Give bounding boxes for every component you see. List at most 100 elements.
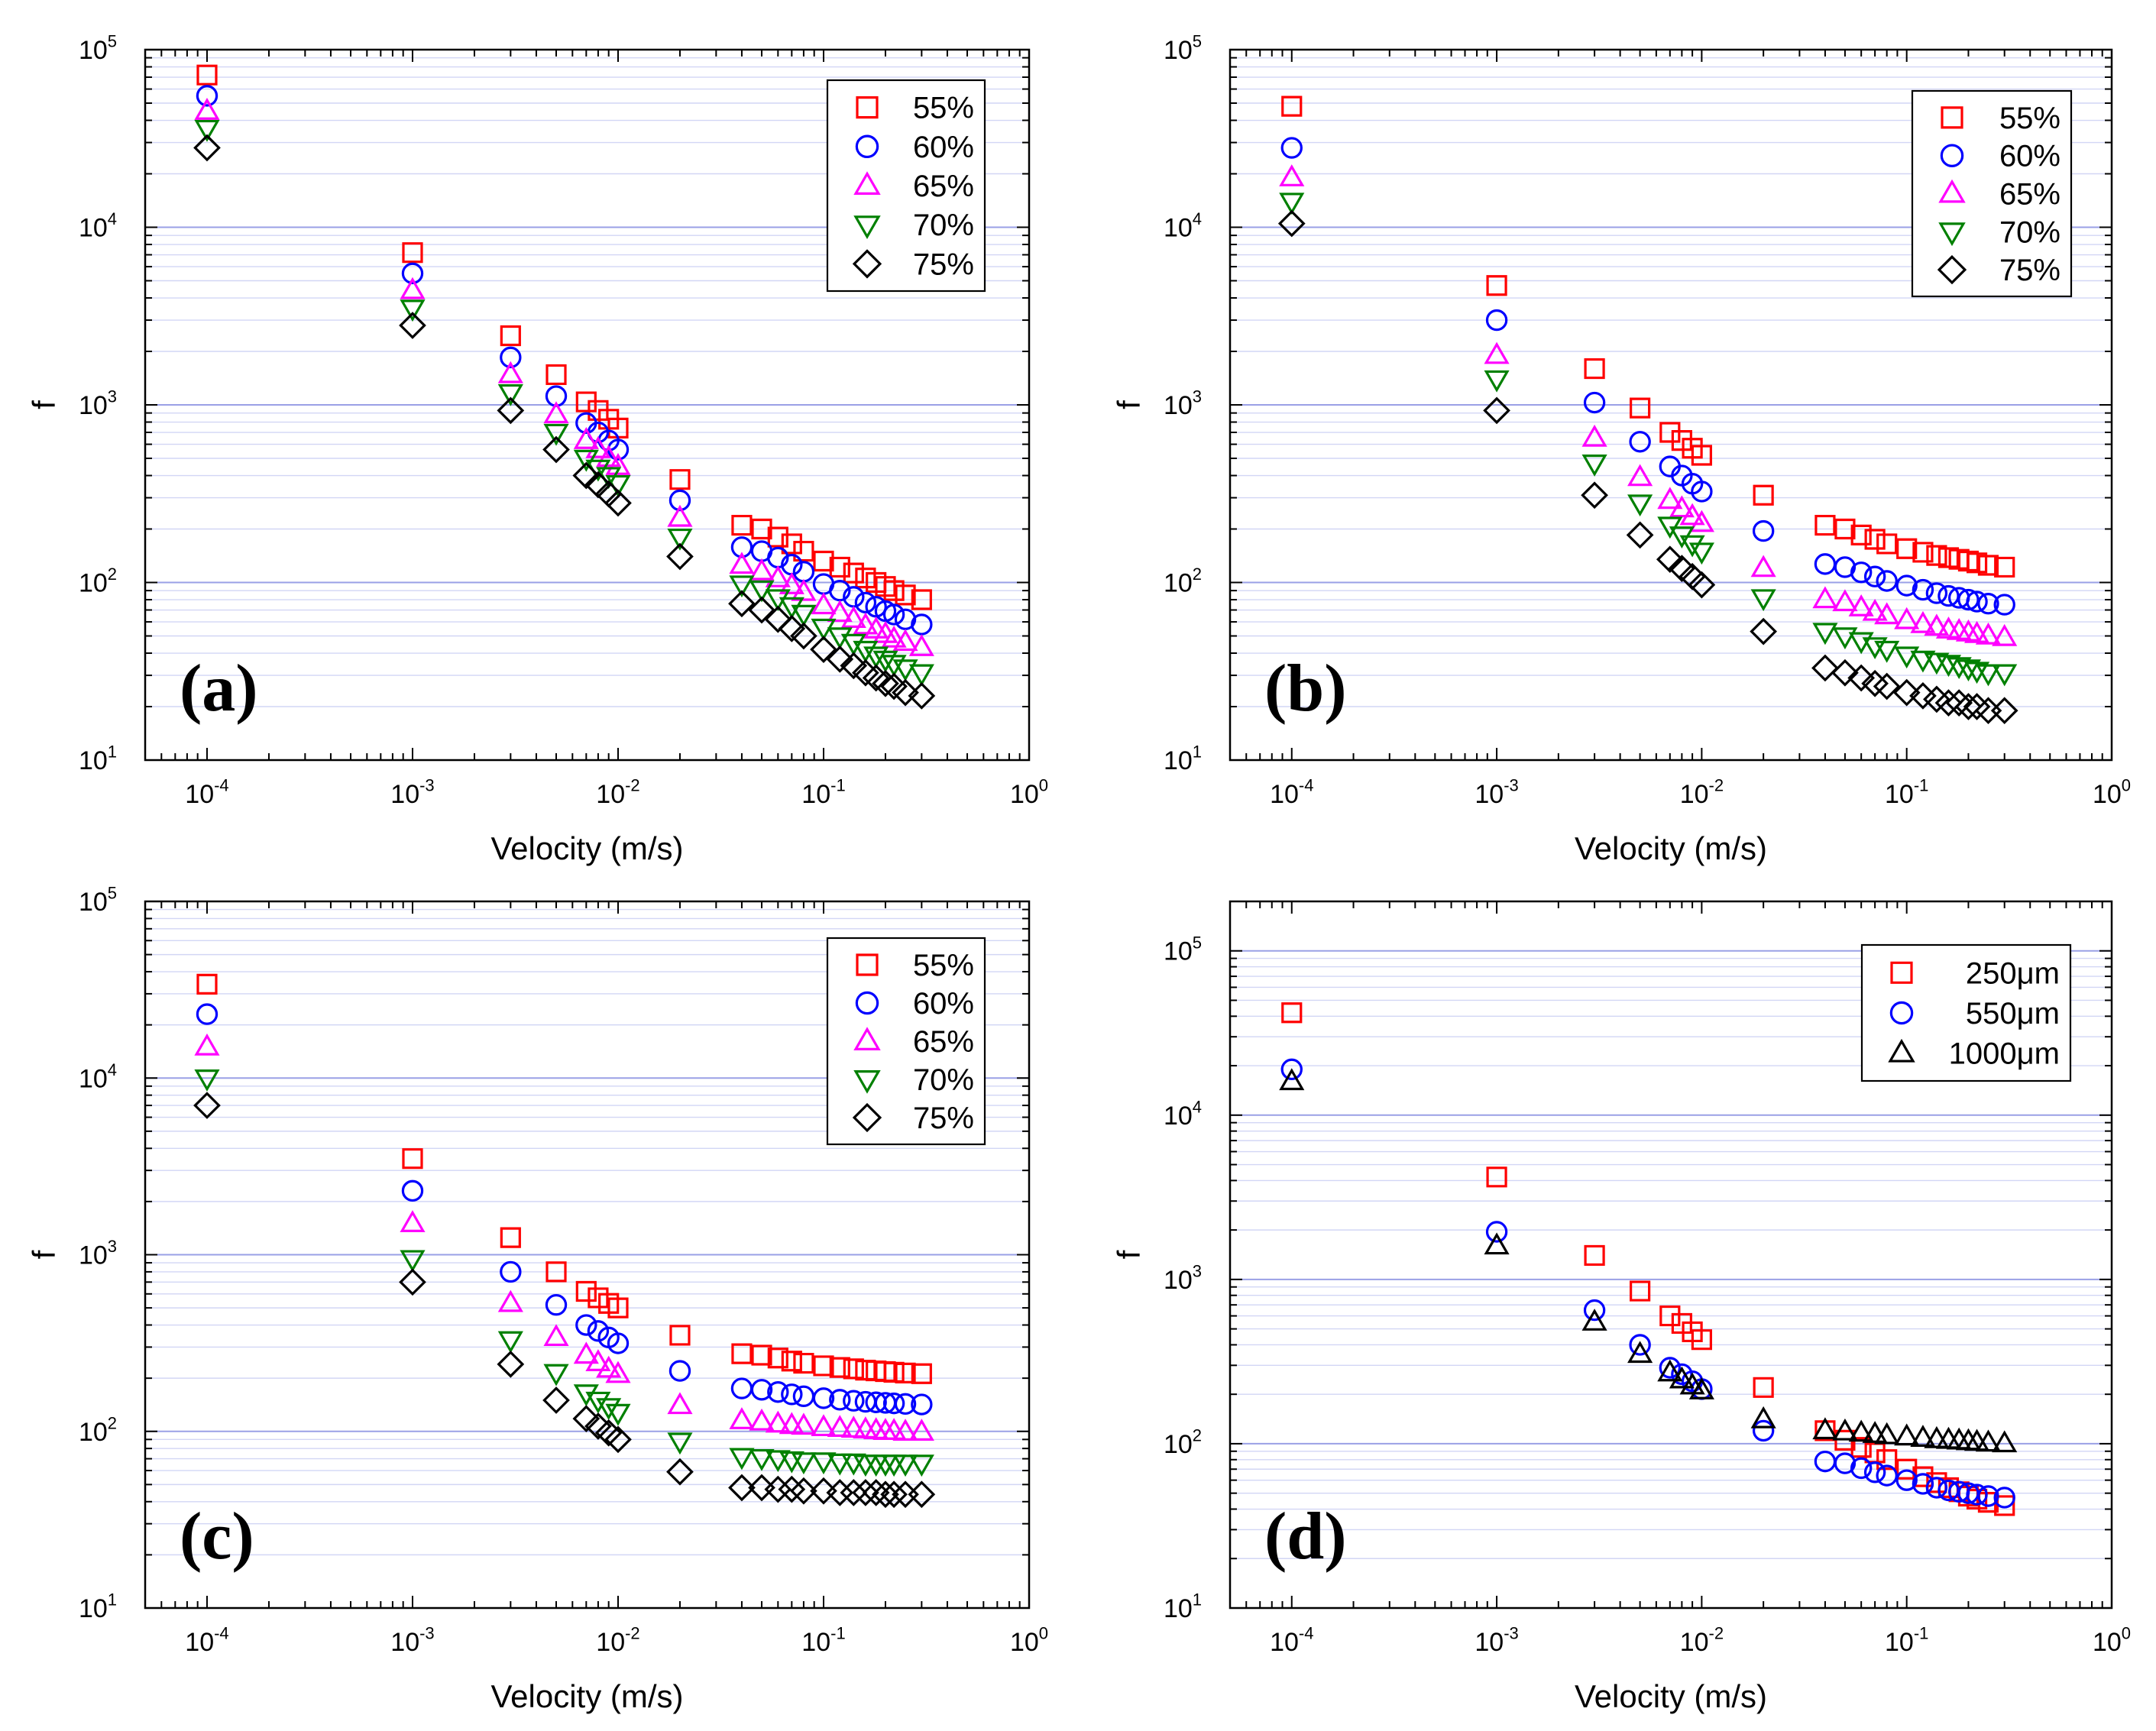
data-point <box>892 678 919 707</box>
data-point <box>854 591 877 614</box>
data-point <box>1992 664 2018 687</box>
data-point <box>1994 556 2015 578</box>
y-tick-label: 105 <box>1164 32 1202 65</box>
data-point <box>1937 584 1960 607</box>
legend-label: 65% <box>913 170 974 203</box>
data-point <box>1832 627 1858 650</box>
data-point <box>542 435 570 464</box>
x-tick-label: 10-3 <box>390 1624 434 1657</box>
data-point <box>196 1003 219 1025</box>
data-point <box>731 1343 753 1364</box>
data-point <box>1688 542 1714 565</box>
data-point <box>1975 1429 2002 1452</box>
legend-marker <box>853 1070 881 1094</box>
legend-marker <box>1938 222 1966 247</box>
data-point <box>1954 693 1983 720</box>
data-point <box>751 1344 772 1366</box>
data-point <box>1814 1450 1837 1473</box>
data-point <box>1486 275 1507 296</box>
data-point <box>1669 1366 1695 1389</box>
data-point <box>1834 1429 1856 1451</box>
series-1 <box>1280 137 2015 616</box>
data-point <box>575 391 597 413</box>
data-point <box>1894 1423 1920 1446</box>
y-tick-label: 103 <box>79 1237 117 1270</box>
data-point <box>1862 598 1888 621</box>
legend: 55% 60% 65% 70% 75% <box>826 937 986 1146</box>
data-point <box>1894 646 1920 669</box>
legend-marker <box>855 134 879 159</box>
data-point <box>1485 309 1508 332</box>
data-point <box>500 346 522 369</box>
data-point <box>790 622 817 650</box>
data-point <box>1977 1485 1999 1507</box>
data-point <box>1910 1425 1936 1447</box>
x-tick-label: 10-1 <box>1885 1624 1928 1657</box>
y-tick-label: 101 <box>79 1590 117 1623</box>
data-point <box>1279 193 1305 215</box>
data-point <box>811 1452 837 1475</box>
data-point <box>1994 1495 2015 1516</box>
data-point <box>765 1410 791 1433</box>
data-point <box>811 1414 837 1437</box>
data-point <box>575 1314 597 1336</box>
data-point <box>1974 697 2002 725</box>
data-point <box>895 584 916 606</box>
data-point <box>1874 602 1900 625</box>
y-tick-label: 103 <box>1164 387 1202 420</box>
data-point <box>1750 589 1776 612</box>
legend-label: 70% <box>913 209 974 242</box>
data-point <box>1584 1244 1605 1267</box>
data-point <box>1831 658 1859 687</box>
data-point <box>1850 561 1873 584</box>
legend-marker <box>1888 1038 1915 1063</box>
data-point <box>781 533 802 555</box>
data-point <box>500 325 521 347</box>
legend-marker <box>852 1102 882 1133</box>
data-point <box>778 615 806 642</box>
data-point <box>881 626 907 648</box>
data-point <box>1629 1334 1651 1356</box>
legend-label: 250μm <box>1966 956 2060 990</box>
data-point <box>843 1390 865 1412</box>
axis-ticks <box>144 49 1030 761</box>
data-point <box>911 1363 932 1384</box>
data-point <box>1656 545 1684 574</box>
axis-ticks <box>144 901 1030 1609</box>
data-point <box>497 1350 525 1378</box>
data-point <box>840 1479 868 1506</box>
data-point <box>1584 358 1605 380</box>
y-tick-label: 103 <box>1164 1262 1202 1295</box>
chart-panel-1: 10-4 10-3 10-2 10-1 100 101 102 103 104 105 Veloci… <box>26 32 1048 866</box>
data-point <box>1993 1487 2015 1509</box>
data-point <box>194 98 220 120</box>
panel-label: (c) <box>180 1500 254 1574</box>
data-point <box>1752 1419 1775 1442</box>
data-point <box>855 568 876 589</box>
legend-marker <box>1938 179 1966 203</box>
data-point <box>1966 590 1988 613</box>
data-point <box>605 1403 631 1426</box>
data-point <box>1834 518 1856 540</box>
data-point <box>750 1379 773 1401</box>
data-point <box>545 1261 567 1283</box>
data-point <box>892 659 918 682</box>
data-point <box>1626 521 1654 549</box>
data-point <box>1912 542 1934 563</box>
data-point <box>542 1386 570 1414</box>
series-4 <box>1277 209 2018 725</box>
legend-label: 550μm <box>1966 997 2060 1031</box>
data-point <box>400 299 426 322</box>
data-point <box>908 1454 934 1477</box>
data-point <box>1279 164 1305 186</box>
data-point <box>1581 1309 1607 1331</box>
data-point <box>1581 455 1607 477</box>
legend-label: 60% <box>913 131 974 164</box>
data-point <box>813 550 834 572</box>
data-point <box>585 1391 611 1414</box>
data-point <box>666 542 694 571</box>
x-axis-title: Velocity (m/s) <box>490 1678 683 1714</box>
data-point <box>872 650 898 673</box>
data-point <box>862 1479 890 1506</box>
data-point <box>749 558 775 581</box>
